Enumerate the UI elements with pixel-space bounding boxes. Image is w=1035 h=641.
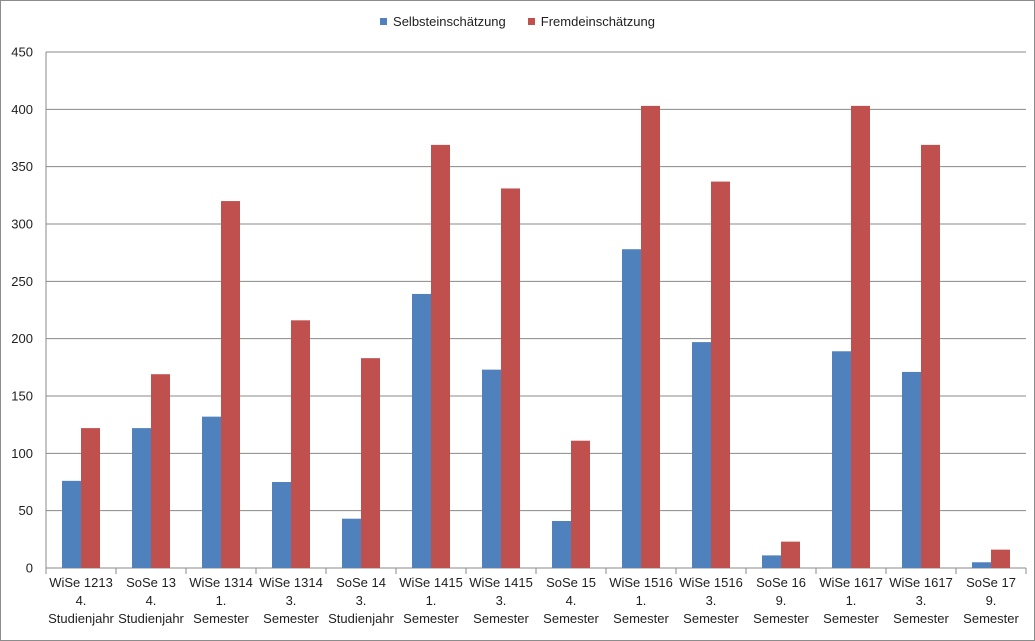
x-tick-label: WiSe 1415: [399, 575, 463, 590]
bar-selbsteinschaetzung: [342, 518, 361, 568]
x-tick-label: Semester: [193, 611, 249, 626]
legend-label-selbsteinschaetzung: Selbsteinschätzung: [393, 14, 506, 29]
bar-selbsteinschaetzung: [412, 293, 431, 568]
x-tick-label: WiSe 1314: [259, 575, 323, 590]
y-tick-label: 300: [11, 217, 33, 232]
x-tick-label: 1.: [846, 593, 857, 608]
x-tick-label: Semester: [753, 611, 809, 626]
legend-item-selbsteinschaetzung: Selbsteinschätzung: [380, 14, 506, 29]
bar-fremdeinschaetzung: [361, 358, 380, 568]
x-tick-label: SoSe 15: [546, 575, 596, 590]
bar-selbsteinschaetzung: [832, 351, 851, 568]
x-tick-label: 1.: [636, 593, 647, 608]
x-tick-label: Studienjahr: [328, 611, 394, 626]
x-tick-label: WiSe 1617: [819, 575, 883, 590]
bar-selbsteinschaetzung: [902, 371, 921, 568]
bar-selbsteinschaetzung: [272, 482, 291, 568]
x-tick-label: Semester: [263, 611, 319, 626]
bar-fremdeinschaetzung: [501, 188, 520, 568]
bar-fremdeinschaetzung: [991, 549, 1010, 568]
bar-fremdeinschaetzung: [151, 374, 170, 568]
x-tick-label: 3.: [706, 593, 717, 608]
bar-selbsteinschaetzung: [482, 369, 501, 568]
x-tick-label: Semester: [543, 611, 599, 626]
legend-swatch-fremdeinschaetzung: [527, 18, 535, 25]
x-tick-label: 4.: [76, 593, 87, 608]
bar-fremdeinschaetzung: [641, 105, 660, 568]
x-tick-label: WiSe 1617: [889, 575, 953, 590]
y-tick-label: 0: [26, 561, 33, 576]
x-tick-label: Semester: [683, 611, 739, 626]
x-tick-label: Studienjahr: [118, 611, 184, 626]
bar-fremdeinschaetzung: [81, 428, 100, 568]
bar-selbsteinschaetzung: [132, 428, 151, 568]
bar-fremdeinschaetzung: [571, 440, 590, 568]
bar-selbsteinschaetzung: [552, 520, 571, 568]
x-tick-label: SoSe 14: [336, 575, 386, 590]
y-tick-label: 150: [11, 389, 33, 404]
x-tick-label: 1.: [216, 593, 227, 608]
bar-fremdeinschaetzung: [851, 105, 870, 568]
x-tick-label: WiSe 1415: [469, 575, 533, 590]
bar-fremdeinschaetzung: [221, 201, 240, 569]
x-tick-label: 9.: [776, 593, 787, 608]
bar-fremdeinschaetzung: [711, 181, 730, 568]
bar-selbsteinschaetzung: [692, 342, 711, 568]
bar-selbsteinschaetzung: [62, 480, 81, 568]
x-tick-label: 3.: [496, 593, 507, 608]
x-tick-label: Semester: [473, 611, 529, 626]
y-tick-label: 250: [11, 274, 33, 289]
y-tick-label: 200: [11, 331, 33, 346]
bar-fremdeinschaetzung: [291, 320, 310, 568]
x-tick-label: 3.: [916, 593, 927, 608]
x-tick-label: WiSe 1213: [49, 575, 113, 590]
x-tick-label: SoSe 16: [756, 575, 806, 590]
y-tick-label: 100: [11, 446, 33, 461]
legend-swatch-selbsteinschaetzung: [380, 18, 388, 25]
bar-selbsteinschaetzung: [622, 249, 641, 568]
x-tick-label: SoSe 13: [126, 575, 176, 590]
legend-item-fremdeinschaetzung: Fremdeinschätzung: [527, 14, 655, 29]
legend-label-fremdeinschaetzung: Fremdeinschätzung: [540, 14, 655, 29]
x-tick-label: 3.: [356, 593, 367, 608]
bar-fremdeinschaetzung: [921, 144, 940, 568]
x-tick-label: WiSe 1516: [609, 575, 673, 590]
x-tick-label: Studienjahr: [48, 611, 114, 626]
bar-selbsteinschaetzung: [762, 555, 781, 568]
bar-fremdeinschaetzung: [781, 541, 800, 568]
x-tick-label: WiSe 1516: [679, 575, 743, 590]
x-tick-label: 4.: [566, 593, 577, 608]
x-tick-label: Semester: [823, 611, 879, 626]
y-tick-label: 350: [11, 159, 33, 174]
y-tick-label: 400: [11, 102, 33, 117]
x-tick-label: Semester: [403, 611, 459, 626]
bar-selbsteinschaetzung: [202, 416, 221, 568]
x-tick-label: 9.: [986, 593, 997, 608]
x-tick-label: 1.: [426, 593, 437, 608]
bar-selbsteinschaetzung: [972, 562, 991, 568]
y-tick-label: 50: [19, 503, 33, 518]
x-tick-label: 4.: [146, 593, 157, 608]
x-tick-label: Semester: [963, 611, 1019, 626]
x-tick-label: Semester: [613, 611, 669, 626]
x-tick-label: SoSe 17: [966, 575, 1016, 590]
legend: Selbsteinschätzung Fremdeinschätzung: [0, 14, 1035, 29]
bar-fremdeinschaetzung: [431, 144, 450, 568]
y-tick-label: 450: [11, 45, 33, 60]
x-tick-label: 3.: [286, 593, 297, 608]
x-tick-label: Semester: [893, 611, 949, 626]
x-tick-label: WiSe 1314: [189, 575, 253, 590]
